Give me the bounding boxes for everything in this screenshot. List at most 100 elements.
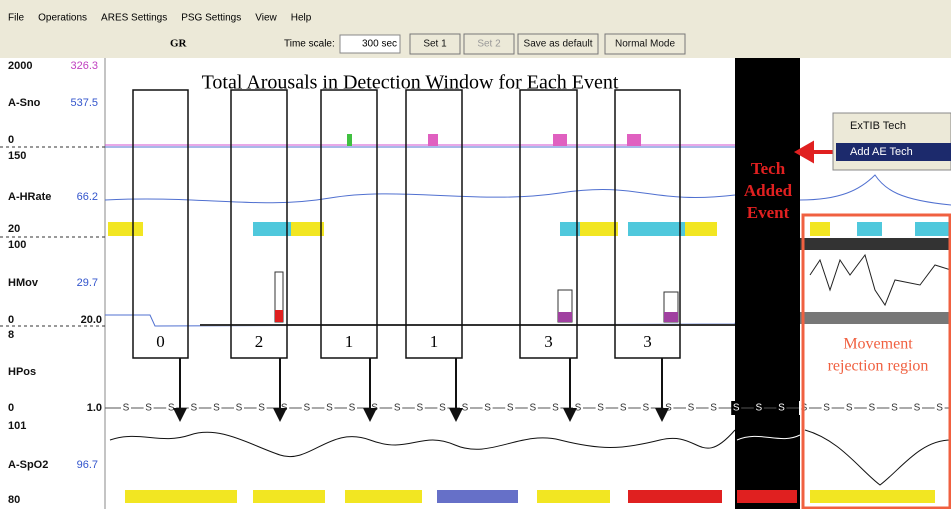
arrow-head bbox=[563, 408, 577, 422]
toolbar-button[interactable] bbox=[604, 33, 686, 55]
menu-item[interactable]: ExTIB Tech bbox=[850, 120, 906, 132]
position-marker: S bbox=[733, 403, 740, 414]
scale-bottom: 0 bbox=[8, 314, 14, 326]
bar bbox=[345, 490, 422, 503]
time-scale-label: Time scale: bbox=[284, 39, 335, 50]
count-bg bbox=[323, 330, 375, 356]
button-label[interactable]: Set 1 bbox=[423, 39, 447, 50]
bar bbox=[810, 222, 830, 236]
toolbar-button[interactable] bbox=[409, 33, 461, 55]
marker-bg bbox=[347, 401, 357, 415]
marker-bg bbox=[414, 401, 425, 415]
bar bbox=[628, 490, 722, 503]
spo2-trace bbox=[109, 429, 736, 458]
position-marker: S bbox=[868, 403, 875, 414]
position-marker: S bbox=[507, 403, 514, 414]
position-marker: S bbox=[688, 403, 695, 414]
marker-bg bbox=[573, 401, 583, 415]
scale-bottom-value: 1.0 bbox=[87, 402, 102, 414]
label-line: Tech bbox=[751, 159, 786, 178]
menu-item[interactable]: File bbox=[8, 13, 25, 24]
position-marker: S bbox=[213, 403, 220, 414]
button-label[interactable]: Set 2 bbox=[477, 39, 501, 50]
scale-bottom: 0 bbox=[8, 402, 14, 414]
marker-bg bbox=[912, 401, 922, 415]
label-line: Added bbox=[744, 181, 793, 200]
button-label[interactable]: Normal Mode bbox=[615, 39, 675, 50]
toolbar-button[interactable] bbox=[463, 33, 515, 55]
count-bg bbox=[522, 330, 575, 356]
marker bbox=[664, 312, 678, 322]
channel-name: A-Sno bbox=[8, 97, 41, 109]
scale-top: 8 bbox=[8, 329, 14, 341]
marker-bg bbox=[211, 401, 222, 415]
bar bbox=[580, 222, 618, 236]
position-marker: S bbox=[620, 403, 627, 414]
marker-bg bbox=[821, 401, 832, 415]
arrow-head bbox=[173, 408, 187, 422]
bar bbox=[915, 222, 951, 236]
menu-item[interactable]: Add AE Tech bbox=[850, 146, 913, 158]
label-line: Movement bbox=[843, 336, 913, 353]
menu-item[interactable]: ARES Settings bbox=[101, 13, 167, 24]
channel-name: HPos bbox=[8, 366, 36, 378]
marker-bg bbox=[460, 401, 470, 415]
tech-added-label: Tech Added Event bbox=[744, 159, 793, 222]
menu-item[interactable]: Help bbox=[291, 13, 312, 24]
marker-bg bbox=[143, 401, 154, 415]
button-label[interactable]: Save as default bbox=[524, 39, 593, 50]
marker-bg bbox=[121, 401, 131, 415]
bar bbox=[800, 312, 951, 324]
channel-name: A-SpO2 bbox=[8, 459, 48, 471]
bar bbox=[810, 490, 935, 503]
detection-window bbox=[519, 89, 578, 359]
menu-item[interactable]: PSG Settings bbox=[181, 13, 241, 24]
detection-window bbox=[320, 89, 378, 359]
position-marker: S bbox=[642, 403, 649, 414]
position-marker: S bbox=[484, 403, 491, 414]
scale-top: 150 bbox=[8, 150, 26, 162]
bar bbox=[737, 490, 797, 503]
scale-top: 100 bbox=[8, 239, 26, 251]
position-marker: S bbox=[236, 403, 243, 414]
bar bbox=[253, 490, 325, 503]
marker-bg bbox=[934, 401, 945, 415]
gr-button[interactable]: GR bbox=[170, 38, 188, 50]
arousal-count: 1 bbox=[345, 332, 354, 351]
marker-bg bbox=[482, 401, 493, 415]
marker bbox=[627, 134, 641, 146]
arrow bbox=[793, 140, 835, 164]
menu-item[interactable]: View bbox=[255, 13, 277, 24]
bar bbox=[775, 238, 951, 250]
arousal-count: 2 bbox=[255, 332, 264, 351]
bar bbox=[253, 222, 291, 236]
scale-bottom: 20 bbox=[8, 223, 20, 235]
detection-windows: 0 2 1 1 3 3 bbox=[132, 89, 681, 422]
position-marker: S bbox=[575, 403, 582, 414]
rejection-region bbox=[801, 213, 951, 510]
bar bbox=[437, 490, 518, 503]
channel-name: HMov bbox=[8, 277, 39, 289]
position-marker: S bbox=[710, 403, 717, 414]
marker-bg bbox=[889, 401, 900, 415]
channel-labels: 2000 A-Sno 537.5 326.3 0 150 A-HRate 66.2 20 100 H… bbox=[8, 60, 102, 506]
marker-bg bbox=[234, 401, 244, 415]
position-marker: S bbox=[190, 403, 197, 414]
count-bg bbox=[135, 330, 186, 356]
toolbar-button[interactable] bbox=[517, 33, 599, 55]
marker bbox=[275, 310, 283, 322]
time-scale-box[interactable] bbox=[339, 34, 401, 54]
detection-window bbox=[405, 89, 463, 359]
position-marker: S bbox=[936, 403, 943, 414]
menu-highlight bbox=[836, 143, 951, 161]
bar bbox=[108, 222, 143, 236]
marker-bg bbox=[256, 401, 267, 415]
channel-value: 96.7 bbox=[77, 459, 98, 471]
menu-item[interactable]: Operations bbox=[38, 13, 87, 24]
position-marker: S bbox=[326, 403, 333, 414]
bar bbox=[125, 490, 237, 503]
marker bbox=[347, 134, 352, 146]
marker-bg bbox=[640, 401, 651, 415]
position-marker: S bbox=[123, 403, 130, 414]
